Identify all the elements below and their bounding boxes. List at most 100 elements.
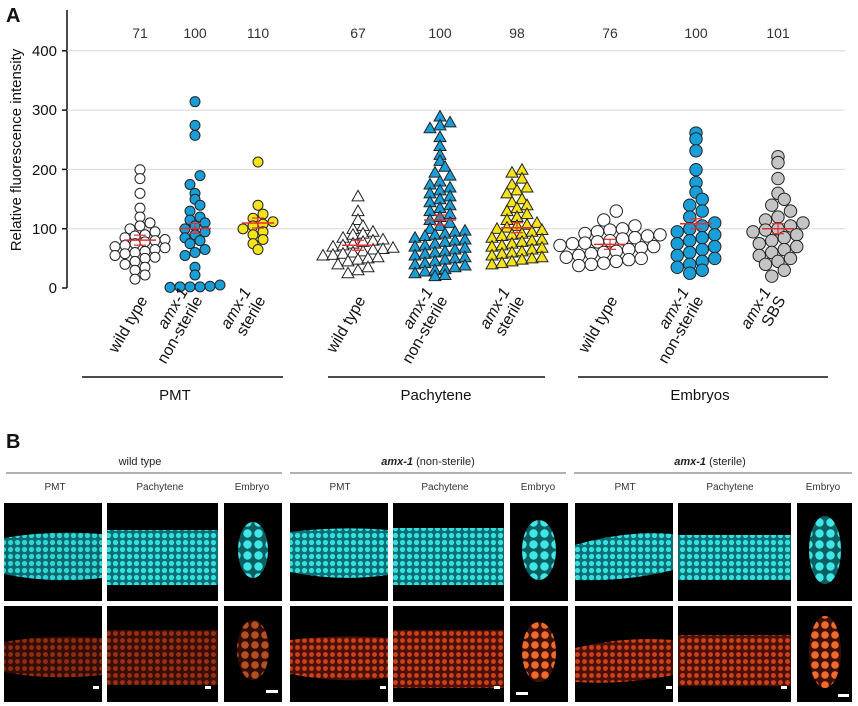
data-point (670, 225, 684, 239)
data-point (520, 180, 534, 193)
category-label: amx-1non-sterile (140, 285, 207, 367)
count-label: 100 (428, 25, 452, 41)
category-label: amx-1non-sterile (641, 285, 708, 367)
data-point (689, 144, 703, 158)
data-point (184, 238, 196, 250)
data-point (438, 267, 452, 280)
group-label-embryos: Embryos (670, 387, 729, 404)
panel-b-headers: wild type amx-1 (non-sterile) amx-1 (ste… (6, 456, 852, 493)
col-label: Pachytene (136, 482, 184, 493)
data-point (683, 210, 697, 224)
data-point (428, 165, 442, 178)
data-point (336, 246, 350, 259)
data-point (184, 281, 196, 293)
data-point (433, 118, 447, 131)
data-point (134, 220, 146, 232)
data-point (790, 228, 804, 242)
data-point (346, 245, 360, 258)
data-point (584, 257, 598, 272)
section-title-non-sterile: amx-1 (non-sterile) (381, 456, 475, 468)
data-point (530, 215, 544, 228)
data-point (634, 251, 648, 266)
data-point (433, 153, 447, 166)
col-label: Embryo (521, 482, 556, 493)
data-point (746, 225, 760, 239)
data-point (670, 260, 684, 274)
data-point (428, 269, 442, 282)
panel-a-label: A (6, 5, 20, 27)
data-point (179, 249, 191, 261)
data-point (505, 254, 519, 267)
data-point (267, 216, 279, 228)
data-point (214, 279, 226, 291)
data-point (134, 187, 146, 199)
col-label: Embryo (806, 482, 841, 493)
data-point (316, 248, 330, 261)
category-label: amx-1sterile (477, 285, 529, 341)
data-point (366, 242, 380, 255)
data-point (783, 204, 798, 218)
data-point (758, 257, 773, 272)
data-point (653, 228, 667, 242)
data-point (252, 244, 264, 256)
data-point (418, 264, 432, 277)
group-label-pachytene: Pachytene (401, 387, 472, 404)
data-point (777, 192, 791, 206)
y-tick-label: 400 (32, 43, 57, 60)
data-point (443, 215, 457, 228)
data-point (257, 233, 269, 245)
data-point (351, 189, 365, 202)
y-axis: 0 100 200 300 400 Relative fluorescence … (8, 10, 68, 297)
data-point (765, 269, 779, 283)
count-label: 101 (766, 25, 790, 41)
data-point (194, 199, 206, 211)
data-point (790, 239, 804, 254)
y-tick-label: 300 (32, 102, 57, 119)
col-label: Pachytene (421, 482, 469, 493)
data-point (331, 257, 345, 270)
category-label: amx-1sterile (218, 285, 270, 341)
data-point (695, 204, 709, 218)
col-label: PMT (614, 482, 635, 493)
data-point (119, 248, 131, 260)
data-point (708, 216, 722, 230)
data-point (683, 198, 697, 212)
data-point (777, 263, 791, 277)
data-point (199, 226, 211, 238)
data-point (708, 228, 722, 242)
category-label: amx-1non-sterile (385, 285, 452, 367)
y-tick-label: 0 (49, 280, 57, 297)
data-point (189, 269, 201, 281)
data-point (597, 213, 611, 227)
data-point (597, 256, 611, 270)
data-point (670, 248, 684, 263)
data-point (765, 233, 779, 248)
col-label: Embryo (235, 482, 270, 493)
data-point (783, 251, 798, 266)
data-point (189, 119, 201, 131)
col-label: Pachytene (706, 482, 754, 493)
count-label: 110 (247, 25, 270, 41)
data-point (510, 183, 524, 196)
data-point (386, 240, 400, 253)
data-point (423, 121, 437, 134)
data-point (448, 260, 462, 273)
data-point (189, 247, 201, 259)
data-point (129, 273, 141, 285)
data-point (505, 165, 519, 178)
data-point (695, 192, 709, 206)
count-label: 100 (684, 25, 708, 41)
data-point (689, 132, 703, 146)
data-point (159, 242, 171, 254)
data-point (628, 219, 642, 233)
count-label: 71 (132, 25, 148, 41)
data-point (695, 242, 709, 257)
data-point (771, 155, 785, 170)
data-point (252, 199, 264, 211)
data-point (708, 239, 722, 254)
data-point (505, 177, 519, 190)
data-point (752, 236, 766, 251)
data-point (237, 223, 249, 235)
data-point (609, 204, 623, 218)
data-point (361, 260, 375, 273)
